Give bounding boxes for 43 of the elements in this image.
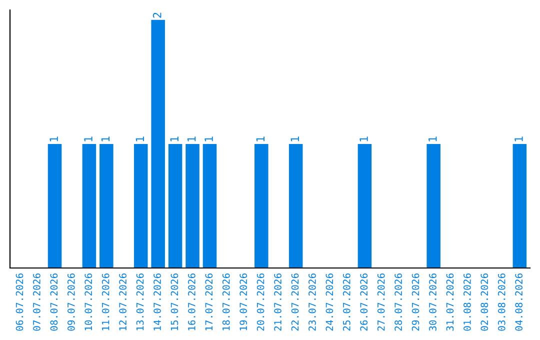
x-tick-label: 31.07.2026 — [446, 273, 454, 331]
data-label: 1 — [290, 136, 299, 142]
x-tick-label: 25.07.2026 — [342, 273, 350, 331]
x-tick-label: 28.07.2026 — [394, 273, 402, 331]
x-tick-label: 18.07.2026 — [222, 273, 230, 330]
x-tick-label: 23.07.2026 — [308, 273, 316, 331]
x-tick-label: 30.07.2026 — [429, 273, 436, 331]
x-tick-label: 06.07.2026 — [16, 273, 24, 331]
x-tick-label: 27.07.2026 — [377, 273, 385, 331]
data-label: 1 — [50, 136, 58, 142]
x-tick-label: 24.07.2026 — [326, 273, 334, 331]
x-tick-label: 29.07.2026 — [412, 273, 420, 331]
x-tick-label: 16.07.2026 — [188, 273, 196, 330]
data-label: 1 — [428, 136, 437, 142]
data-label: 1 — [188, 136, 196, 142]
x-tick-label: 10.07.2026 — [84, 273, 92, 330]
x-tick-label: 01.08.2026 — [464, 273, 471, 331]
x-tick-label: 13.07.2026 — [136, 273, 144, 330]
data-label: 1 — [256, 136, 264, 142]
x-tick-label: 26.07.2026 — [360, 273, 368, 331]
x-tick-label: 09.07.2026 — [67, 273, 75, 331]
x-tick-label: 22.07.2026 — [291, 273, 299, 331]
x-tick-label: 02.08.2026 — [480, 273, 488, 331]
x-tick-label: 04.08.2026 — [515, 273, 523, 331]
data-label: 1 — [101, 136, 110, 142]
x-tick-label: 21.07.2026 — [274, 273, 282, 331]
x-tick-label: 08.07.2026 — [50, 273, 58, 331]
data-label: 1 — [514, 136, 523, 142]
x-tick-label: 20.07.2026 — [256, 273, 264, 331]
data-label: 1 — [360, 136, 368, 142]
data-label: 2 — [152, 12, 162, 18]
x-tick-label: 19.07.2026 — [240, 273, 248, 330]
data-label: 1 — [84, 136, 92, 142]
x-tick-label: 03.08.2026 — [498, 273, 506, 331]
x-tick-label: 11.07.2026 — [102, 273, 110, 330]
data-label: 1 — [136, 136, 144, 142]
x-tick-label: 12.07.2026 — [119, 273, 126, 330]
x-tick-label: 07.07.2026 — [33, 273, 40, 331]
x-tick-label: 15.07.2026 — [170, 273, 178, 330]
x-tick-label: 14.07.2026 — [154, 273, 161, 330]
x-tick-label: 17.07.2026 — [205, 273, 213, 330]
data-label: 1 — [204, 136, 213, 142]
data-label: 1 — [170, 136, 178, 142]
